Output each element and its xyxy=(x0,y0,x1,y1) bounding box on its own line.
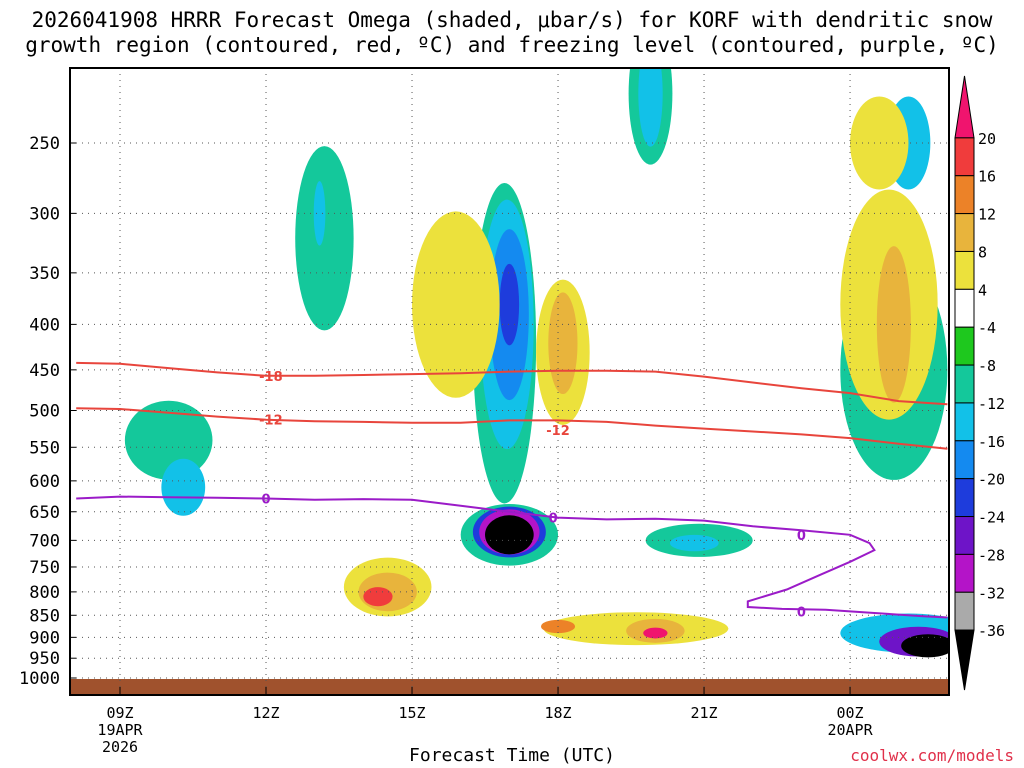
y-tick-650: 650 xyxy=(29,503,60,523)
y-tick-400: 400 xyxy=(29,315,60,335)
dendritic-contour-1 xyxy=(76,407,948,450)
omega-region-neg12 xyxy=(669,534,719,552)
y-tick-850: 850 xyxy=(29,606,60,626)
omega-region-neg8 xyxy=(295,146,354,331)
dendritic-contour-0 xyxy=(76,361,948,406)
colorbar-swatch xyxy=(954,288,975,328)
x-tick-00Z: 00Z xyxy=(837,704,864,722)
label-zero-b: 0 xyxy=(549,512,558,527)
y-tick-950: 950 xyxy=(29,649,60,669)
label-zero-a: 0 xyxy=(261,492,270,507)
omega-region-8 xyxy=(876,246,911,403)
colorbar-swatch xyxy=(954,402,975,442)
colorbar-label-neg32: -32 xyxy=(978,584,1005,602)
chart-title-line-2: growth region (contoured, red, ºC) and f… xyxy=(25,33,999,57)
colorbar-label-neg24: -24 xyxy=(978,509,1005,527)
colorbar-swatch-top xyxy=(954,75,975,139)
colorbar-swatch xyxy=(954,250,975,290)
omega-region-neg12 xyxy=(313,181,326,246)
label-minus12-b: -12 xyxy=(546,424,570,439)
y-tick-900: 900 xyxy=(29,628,60,648)
label-zero-d: 0 xyxy=(797,606,806,621)
label-zero-c: 0 xyxy=(797,529,806,544)
plot-frame xyxy=(69,67,950,696)
y-tick-550: 550 xyxy=(29,438,60,458)
colorbar-label-neg36: -36 xyxy=(978,622,1005,640)
freezing-level-contour-0 xyxy=(76,495,948,619)
terrain-strip xyxy=(70,679,949,695)
omega-region-4 xyxy=(850,96,909,190)
omega-region-4 xyxy=(412,211,500,398)
colorbar-swatch xyxy=(954,213,975,252)
colorbar-label-12: 12 xyxy=(978,206,996,224)
colorbar-label-neg8: -8 xyxy=(978,357,996,375)
colorbar-label-neg16: -16 xyxy=(978,433,1005,451)
colorbar-label-neg4: -4 xyxy=(978,319,996,337)
omega-region-neg8 xyxy=(124,400,213,480)
x-tick-18Z: 18Z xyxy=(544,704,571,722)
colorbar-swatch xyxy=(954,591,975,631)
omega-region-neg20 xyxy=(499,263,520,346)
y-tick-300: 300 xyxy=(29,204,60,224)
omega-region-20 xyxy=(643,627,668,639)
y-tick-1000: 1000 xyxy=(19,669,60,689)
colorbar-swatch-bottom xyxy=(954,629,975,691)
colorbar-label-neg12: -12 xyxy=(978,395,1005,413)
y-tick-250: 250 xyxy=(29,134,60,154)
colorbar-label-neg20: -20 xyxy=(978,471,1005,489)
omega-region-neg12 xyxy=(638,68,663,147)
source-credit: coolwx.com/models xyxy=(850,746,1014,765)
omega-region-neg36 xyxy=(485,515,534,555)
colorbar-label-neg28: -28 xyxy=(978,546,1005,564)
x-tick-21Z: 21Z xyxy=(690,704,717,722)
colorbar-label-4: 4 xyxy=(978,281,987,299)
colorbar-label-8: 8 xyxy=(978,243,987,261)
label-minus12-a: -12 xyxy=(259,414,283,429)
omega-region-16 xyxy=(363,587,393,607)
y-tick-800: 800 xyxy=(29,583,60,603)
colorbar-swatch xyxy=(954,553,975,593)
colorbar-label-20: 20 xyxy=(978,130,996,148)
x-tick-09Z: 09Z xyxy=(106,704,133,722)
omega-region-8 xyxy=(548,292,578,395)
colorbar-swatch xyxy=(954,516,975,555)
colorbar-swatch xyxy=(954,440,975,480)
y-tick-750: 750 xyxy=(29,558,60,578)
colorbar-swatch xyxy=(954,326,975,366)
x-tick-year: 2026 xyxy=(102,738,138,756)
colorbar-swatch xyxy=(954,478,975,518)
chart-title-line-1: 2026041908 HRRR Forecast Omega (shaded, … xyxy=(31,8,993,32)
x-tick-date: 20APR xyxy=(827,721,873,739)
label-minus18: -18 xyxy=(259,370,283,385)
y-tick-600: 600 xyxy=(29,472,60,492)
omega-region-neg12 xyxy=(161,458,206,516)
y-tick-700: 700 xyxy=(29,531,60,551)
x-tick-date: 19APR xyxy=(97,721,143,739)
omega-region-neg36 xyxy=(901,634,949,658)
y-tick-450: 450 xyxy=(29,361,60,381)
x-axis-label: Forecast Time (UTC) xyxy=(409,745,615,766)
y-tick-500: 500 xyxy=(29,402,60,422)
x-tick-12Z: 12Z xyxy=(252,704,279,722)
colorbar-swatch xyxy=(954,364,975,404)
colorbar-swatch xyxy=(954,137,975,177)
colorbar-label-16: 16 xyxy=(978,168,996,186)
y-tick-350: 350 xyxy=(29,264,60,284)
colorbar-swatch xyxy=(954,175,975,215)
x-tick-15Z: 15Z xyxy=(398,704,425,722)
